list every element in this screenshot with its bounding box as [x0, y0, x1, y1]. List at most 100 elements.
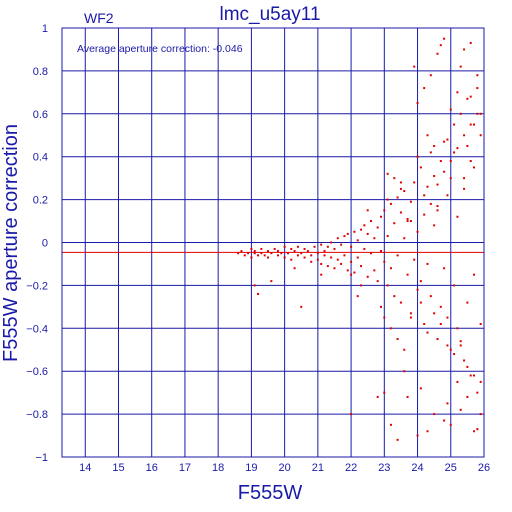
data-point: [376, 395, 379, 398]
data-point: [300, 305, 303, 308]
data-point: [406, 220, 409, 223]
data-point: [360, 265, 363, 268]
data-point: [419, 166, 422, 169]
x-tick-label: 16: [146, 462, 158, 474]
y-tick-label: −1: [35, 452, 48, 464]
data-point: [276, 254, 279, 257]
data-point: [310, 260, 313, 263]
data-point: [350, 245, 353, 248]
data-point: [280, 252, 283, 255]
data-point: [263, 254, 266, 257]
data-point: [346, 232, 349, 235]
data-point: [456, 147, 459, 150]
data-point: [473, 430, 476, 433]
data-point: [459, 340, 462, 343]
annotation: Average aperture correction: -0.046: [77, 43, 243, 55]
data-point: [456, 215, 459, 218]
data-point: [370, 252, 373, 255]
data-point: [439, 44, 442, 47]
data-point: [426, 134, 429, 137]
data-point: [383, 316, 386, 319]
data-point: [406, 217, 409, 220]
data-point: [456, 91, 459, 94]
data-point: [476, 112, 479, 115]
data-point: [389, 267, 392, 270]
data-point: [403, 348, 406, 351]
data-point: [356, 239, 359, 242]
data-point: [260, 252, 263, 255]
data-point: [320, 262, 323, 265]
data-point: [360, 284, 363, 287]
data-point: [459, 408, 462, 411]
data-point: [439, 323, 442, 326]
data-point: [320, 243, 323, 246]
data-point: [403, 370, 406, 373]
data-point: [310, 254, 313, 257]
data-point: [403, 237, 406, 240]
data-point: [303, 247, 306, 250]
data-point: [479, 112, 482, 115]
data-point: [389, 327, 392, 330]
y-tick-label: −0.2: [26, 280, 48, 292]
data-point: [393, 222, 396, 225]
data-point: [366, 232, 369, 235]
grid: [62, 27, 484, 458]
data-point: [453, 353, 456, 356]
x-tick-label: 15: [112, 462, 124, 474]
data-point: [476, 428, 479, 431]
data-point: [386, 235, 389, 238]
data-point: [389, 202, 392, 205]
data-point: [379, 305, 382, 308]
data-point: [350, 260, 353, 263]
data-point: [356, 256, 359, 259]
data-point: [436, 183, 439, 186]
data-points: [237, 37, 482, 441]
data-point: [270, 252, 273, 255]
data-point: [433, 175, 436, 178]
data-point: [376, 280, 379, 283]
data-point: [423, 194, 426, 197]
data-point: [316, 258, 319, 261]
data-point: [446, 344, 449, 347]
data-point: [396, 338, 399, 341]
data-point: [270, 280, 273, 283]
data-point: [343, 235, 346, 238]
data-point: [419, 280, 422, 283]
data-point: [353, 230, 356, 233]
data-point: [333, 267, 336, 270]
data-point: [436, 205, 439, 208]
data-point: [257, 254, 260, 257]
data-point: [413, 65, 416, 68]
data-point: [267, 256, 270, 259]
data-point: [393, 295, 396, 298]
y-tick-label: 1: [42, 23, 48, 35]
data-point: [336, 258, 339, 261]
data-point: [473, 123, 476, 126]
data-point: [473, 374, 476, 377]
data-point: [353, 271, 356, 274]
data-point: [383, 391, 386, 394]
data-point: [346, 269, 349, 272]
x-tick-label: 17: [179, 462, 191, 474]
data-point: [479, 413, 482, 416]
x-tick-label: 20: [279, 462, 291, 474]
data-point: [446, 194, 449, 197]
data-point: [436, 52, 439, 55]
data-point: [456, 327, 459, 330]
data-point: [443, 170, 446, 173]
data-point: [479, 134, 482, 137]
data-point: [416, 434, 419, 437]
plot-frame: [61, 27, 485, 458]
data-point: [453, 151, 456, 154]
data-point: [449, 159, 452, 162]
data-point: [453, 284, 456, 287]
data-point: [469, 42, 472, 45]
data-point: [449, 108, 452, 111]
data-point: [429, 151, 432, 154]
data-point: [399, 181, 402, 184]
data-point: [416, 155, 419, 158]
data-point: [466, 365, 469, 368]
y-tick-label: 0.2: [33, 195, 48, 207]
data-point: [396, 196, 399, 199]
data-point: [423, 87, 426, 90]
